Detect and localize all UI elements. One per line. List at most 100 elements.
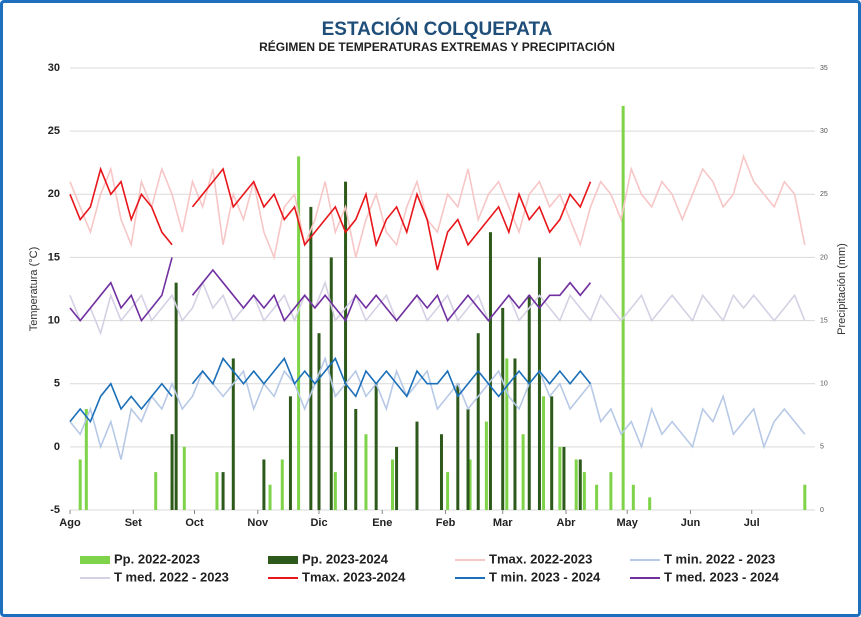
y2-tick-label: 10 [820,381,828,388]
precip-bar [364,434,368,510]
precip-bar [562,446,566,510]
precip-bar [344,181,348,510]
precip-bar [84,408,88,510]
y-tick-label: 25 [48,125,60,137]
y-tick-label: 15 [48,251,60,263]
precip-bar [574,459,578,510]
x-tick-label: Nov [247,517,269,529]
legend-label: T med. 2022 - 2023 [114,569,229,584]
precip-bar [182,446,186,510]
precip-bar [803,484,807,510]
precip-bar [415,421,419,510]
series-line [191,167,592,271]
x-tick-label: Abr [557,517,577,529]
precip-bar [466,408,470,510]
precip-bar [578,459,582,510]
precip-bar [468,459,472,510]
precip-bar [558,446,562,510]
precip-bar [317,333,321,510]
precip-bar [621,105,625,510]
precip-bar [280,459,284,510]
precip-bar [456,383,460,510]
precip-bar [374,383,378,510]
precip-bar [521,434,525,510]
y2-axis-label: Precipitación (mm) [836,243,848,335]
precip-bar [488,232,492,510]
precip-bar [262,459,266,510]
y2-tick-label: 0 [820,507,824,514]
x-tick-label: Ene [372,517,392,529]
x-tick-label: Jun [681,517,701,529]
precip-bar [390,459,394,510]
x-tick-label: Ago [59,517,81,529]
precip-bar [309,206,313,510]
precip-bar [527,295,531,510]
precip-bar [215,472,219,510]
legend-label: Tmax. 2022-2023 [489,551,592,566]
y2-tick-label: 5 [820,444,824,451]
chart-subtitle: RÉGIMEN DE TEMPERATURAS EXTREMAS Y PRECI… [259,39,615,54]
legend-label: T min. 2023 - 2024 [489,569,601,584]
precip-bar [154,472,158,510]
y-tick-label: 10 [48,314,60,326]
precip-bar [648,497,652,510]
series-line [69,280,806,336]
precip-bar [221,472,225,510]
x-tick-label: Dic [310,517,327,529]
legend-swatch [80,556,110,564]
precip-bar [395,446,399,510]
series-line [191,268,592,323]
precip-bar [446,472,450,510]
y2-tick-label: 25 [820,191,828,198]
precip-bar [484,421,488,510]
precip-bar [476,333,480,510]
y-tick-label: 30 [48,62,60,74]
precip-bar [550,396,554,510]
precip-bar [631,484,635,510]
precip-bar [439,434,443,510]
x-tick-label: May [617,517,639,529]
y-tick-label: 20 [48,188,60,200]
precip-bar [297,156,301,510]
series-line [69,166,173,246]
y-tick-label: 0 [54,441,60,453]
chart-title: ESTACIÓN COLQUEPATA [322,18,553,40]
series-line [69,382,173,424]
y2-tick-label: 35 [820,65,828,72]
precip-bar [354,408,358,510]
precip-bar [537,257,541,510]
precip-bar [333,472,337,510]
series-line [69,153,806,261]
precip-bar [288,396,292,510]
precip-bar [582,472,586,510]
legend-label: T med. 2023 - 2024 [664,569,780,584]
y2-tick-label: 20 [820,254,828,261]
precip-bar [268,484,272,510]
series-line [69,355,806,460]
x-tick-label: Set [125,517,142,529]
series-line [69,257,173,323]
legend-label: Pp. 2022-2023 [114,551,200,566]
precip-bar [609,472,613,510]
y-tick-label: -5 [50,504,60,516]
series-line [191,356,592,398]
legend-label: T min. 2022 - 2023 [664,551,775,566]
x-tick-label: Jul [744,517,760,529]
precip-bar [231,358,235,510]
precip-bar [595,484,599,510]
precip-bar [542,396,546,510]
y2-tick-label: 15 [820,317,828,324]
precip-bar [501,307,505,510]
precip-bar [513,358,517,510]
y-axis-label: Temperatura (°C) [28,247,40,331]
x-tick-label: Mar [493,517,513,529]
legend-label: Tmax. 2023-2024 [302,569,406,584]
precip-bar [78,459,82,510]
precip-bar [170,434,174,510]
legend-label: Pp. 2023-2024 [302,551,389,566]
legend-swatch [268,556,298,564]
precip-bar [505,358,509,510]
precip-bar [174,282,178,510]
y-tick-label: 5 [54,378,60,390]
